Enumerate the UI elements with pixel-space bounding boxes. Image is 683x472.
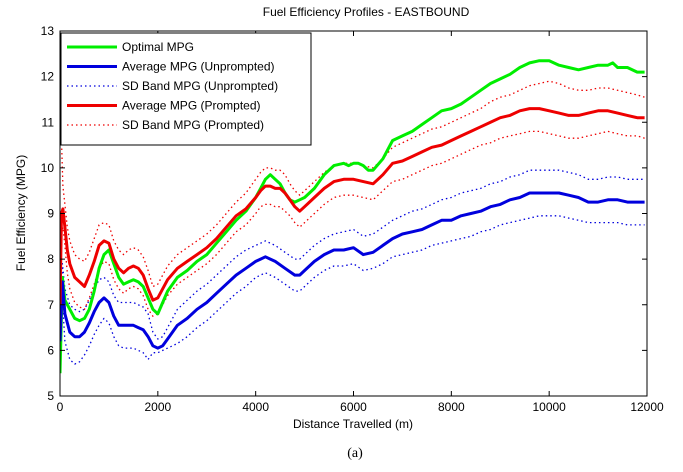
series-line-4: [60, 107, 645, 305]
x-tick-label: 6000: [340, 400, 367, 414]
y-tick-label: 7: [47, 298, 54, 312]
series-line-0: [60, 59, 645, 374]
x-tick-label: 2000: [144, 400, 171, 414]
x-tick-label: 0: [57, 400, 64, 414]
x-tick-label: 8000: [438, 400, 465, 414]
y-tick-label: 11: [42, 115, 55, 129]
legend-label-4: Average MPG (Prompted): [122, 99, 261, 113]
x-tick-label: 4000: [242, 400, 269, 414]
chart-title: Fuel Efficiency Profiles - EASTBOUND: [263, 5, 470, 19]
x-tick-label: 10000: [532, 400, 566, 414]
y-axis-title: Fuel Efficiency (MPG): [14, 155, 28, 271]
series-line-2: [60, 215, 645, 365]
legend-box: [60, 32, 312, 146]
series-layer: [60, 59, 645, 374]
x-tick-label: 12000: [630, 400, 664, 414]
legend-label-0: Optimal MPG: [122, 40, 194, 54]
legend: Optimal MPG Average MPG (Unprompted) SD Ba…: [60, 32, 312, 146]
series-line-1: [60, 191, 645, 350]
y-tick-label: 8: [47, 252, 54, 266]
figure-caption: (a): [347, 446, 363, 461]
series-line-3: [60, 169, 645, 340]
x-axis-title: Distance Travelled (m): [293, 417, 413, 431]
legend-label-2: SD Band MPG (Unprompted): [122, 79, 278, 93]
ticks-layer: 0 2000 4000 6000 8000 10000 12000 5 6 7 8 9 10 11 12 13: [41, 24, 664, 414]
y-tick-label: 12: [41, 70, 55, 84]
y-tick-label: 9: [47, 207, 54, 221]
y-tick-label: 6: [47, 343, 54, 357]
y-tick-label: 13: [41, 24, 55, 38]
y-tick-label: 10: [41, 161, 55, 175]
legend-label-5: SD Band MPG (Prompted): [122, 118, 264, 132]
legend-label-1: Average MPG (Unprompted): [122, 60, 275, 74]
y-tick-label: 5: [47, 389, 54, 403]
